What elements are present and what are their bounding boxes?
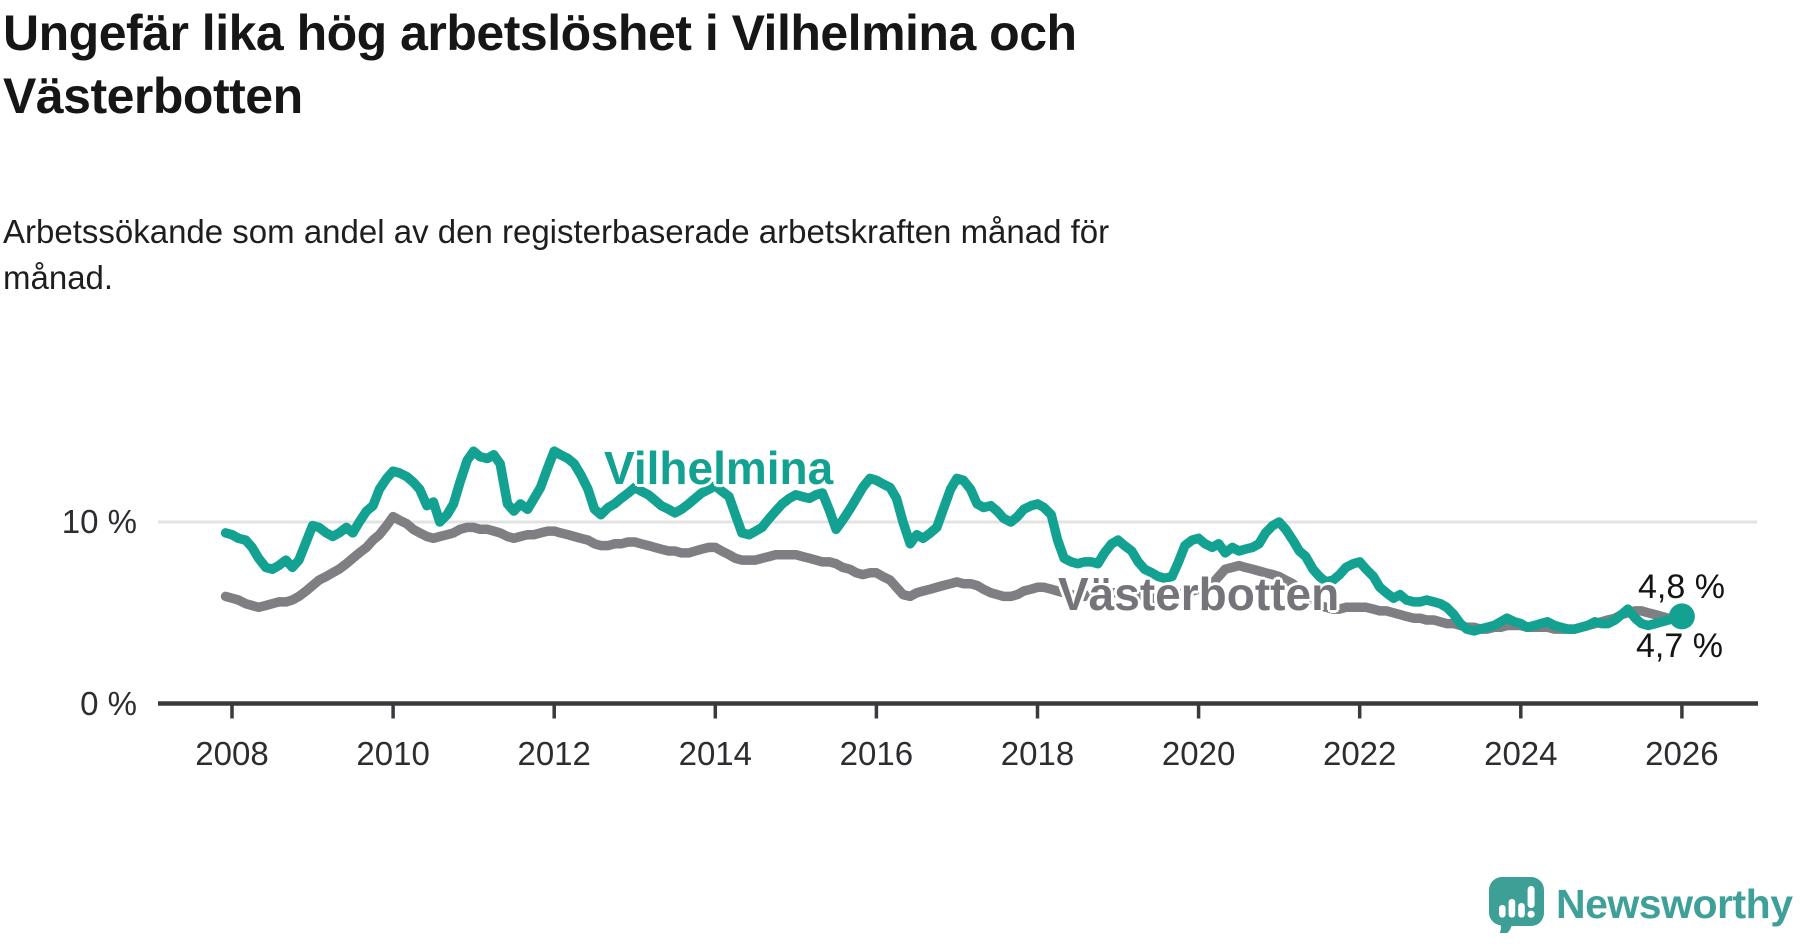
x-tick-label-2018: 2018 bbox=[1000, 735, 1075, 772]
subtitle-line-1: Arbetssökande som andel av den registerb… bbox=[3, 213, 1110, 250]
x-tick-label-2012: 2012 bbox=[517, 735, 591, 772]
x-tick-label-2016: 2016 bbox=[839, 735, 914, 772]
page-title: Ungefär lika hög arbetslöshet i Vilhelmi… bbox=[3, 2, 1333, 127]
newsworthy-logo[interactable]: Newsworthy bbox=[1488, 876, 1793, 933]
x-tick-label-2014: 2014 bbox=[678, 735, 753, 772]
x-tick-label-2020: 2020 bbox=[1161, 735, 1236, 772]
series-label-vasterbotten: Västerbotten bbox=[1058, 568, 1340, 620]
x-tick-label-2022: 2022 bbox=[1322, 735, 1397, 772]
end-value-vilhelmina: 4,8 % bbox=[1638, 568, 1725, 606]
logo-exclamation-bar bbox=[1527, 886, 1535, 908]
subtitle-line-2: månad. bbox=[3, 258, 114, 296]
logo-bar-2 bbox=[1508, 899, 1516, 918]
y-axis-label-0: 0 % bbox=[80, 685, 137, 722]
x-tick-label-2010: 2010 bbox=[356, 735, 430, 772]
newsworthy-logo-icon bbox=[1489, 877, 1544, 933]
x-tick-label-2026: 2026 bbox=[1645, 735, 1719, 772]
y-axis-label-10: 10 % bbox=[61, 503, 137, 540]
series-label-vilhelmina: Vilhelmina bbox=[604, 442, 834, 494]
chart-subtitle: Arbetssökande som andel av den registerb… bbox=[3, 209, 1503, 300]
logo-exclamation-dot bbox=[1527, 910, 1535, 918]
title-line-2: Västerbotten bbox=[3, 67, 303, 124]
logo-bar-3 bbox=[1518, 903, 1525, 918]
logo-bar-1 bbox=[1499, 905, 1506, 918]
end-value-vasterbotten: 4,7 % bbox=[1636, 627, 1723, 665]
newsworthy-logo-text: Newsworthy bbox=[1556, 881, 1793, 927]
x-tick-label-2008: 2008 bbox=[195, 735, 269, 772]
x-tick-label-2024: 2024 bbox=[1484, 735, 1558, 772]
title-line-1: Ungefär lika hög arbetslöshet i Vilhelmi… bbox=[3, 5, 1077, 61]
